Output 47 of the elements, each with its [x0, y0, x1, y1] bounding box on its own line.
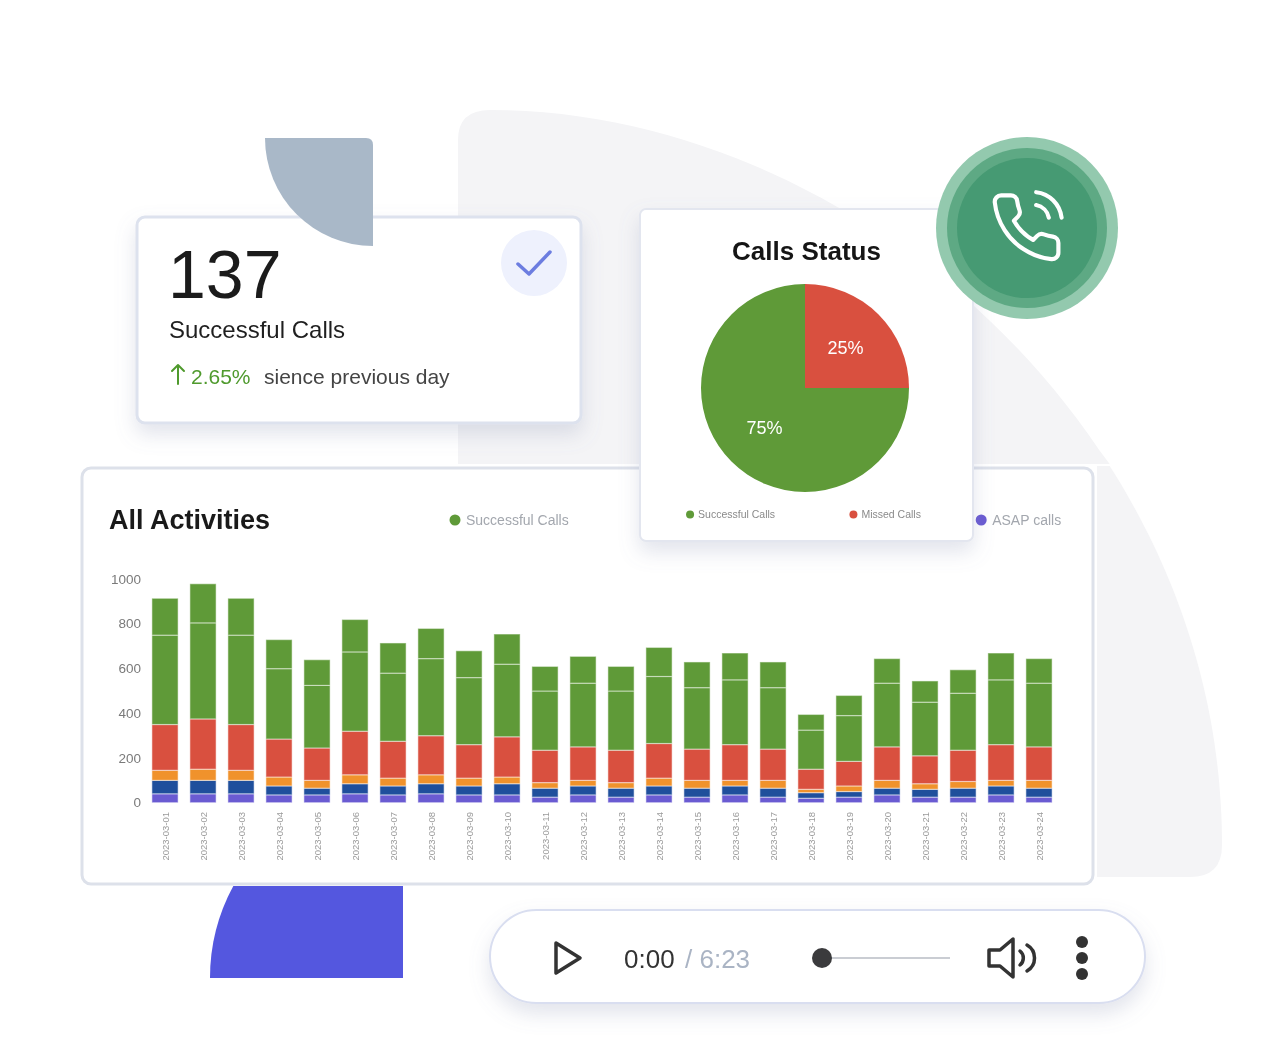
- x-tick-label: 2023-03-08: [425, 812, 437, 861]
- text: 2.65%: [191, 365, 251, 388]
- x-tick-label: 2023-03-06: [349, 812, 361, 861]
- x-tick-label: 2023-03-04: [273, 812, 285, 861]
- x-tick-label: 2023-03-11: [539, 812, 551, 860]
- x-tick-label: 2023-03-07: [387, 812, 399, 861]
- x-tick-label: 2023-03-14: [653, 812, 665, 861]
- y-tick-label: 200: [118, 750, 141, 766]
- text: Successful Calls: [169, 316, 346, 343]
- x-tick-label: 2023-03-20: [881, 812, 893, 861]
- legend-label: Successful Calls: [466, 512, 569, 528]
- text: 0:00: [624, 944, 675, 974]
- x-tick-label: 2023-03-03: [235, 812, 247, 861]
- y-tick-label: 0: [133, 795, 141, 811]
- legend-label: Missed Calls: [861, 508, 921, 520]
- x-tick-label: 2023-03-16: [729, 812, 741, 861]
- x-tick-label: 2023-03-15: [691, 812, 703, 861]
- x-tick-label: 2023-03-18: [805, 812, 817, 861]
- bar: [797, 792, 825, 799]
- x-tick-label: 2023-03-09: [463, 812, 475, 861]
- pie-slice: [805, 284, 909, 388]
- legend-label: ASAP calls: [992, 512, 1062, 528]
- text: 137: [168, 236, 282, 312]
- legend-label: Successful Calls: [698, 508, 776, 520]
- x-tick-label: 2023-03-12: [577, 812, 589, 861]
- x-tick-label: 2023-03-13: [615, 812, 627, 861]
- pie-slice: [701, 284, 909, 492]
- x-tick-label: 2023-03-10: [501, 812, 513, 861]
- x-tick-label: 2023-03-17: [767, 812, 779, 861]
- data-label: 25%: [827, 337, 864, 358]
- x-tick-label: 2023-03-19: [843, 812, 855, 861]
- x-tick-label: 2023-03-05: [311, 812, 323, 861]
- x-tick-label: 2023-03-02: [197, 812, 209, 861]
- text: sience previous day: [264, 365, 451, 388]
- x-tick-label: 2023-03-24: [1033, 812, 1045, 861]
- data-label: 75%: [746, 418, 783, 439]
- y-tick-label: 1000: [110, 571, 141, 587]
- text: / 6:23: [685, 944, 751, 974]
- x-tick-label: 2023-03-23: [995, 812, 1007, 861]
- y-tick-label: 800: [118, 616, 141, 632]
- y-tick-label: 600: [118, 661, 141, 677]
- x-tick-label: 2023-03-21: [919, 812, 931, 861]
- x-tick-label: 2023-03-01: [159, 812, 171, 861]
- chart-title: Calls Status: [732, 236, 881, 266]
- x-tick-label: 2023-03-22: [957, 812, 969, 861]
- y-tick-label: 400: [118, 705, 141, 721]
- chart-title: All Activities: [109, 505, 271, 535]
